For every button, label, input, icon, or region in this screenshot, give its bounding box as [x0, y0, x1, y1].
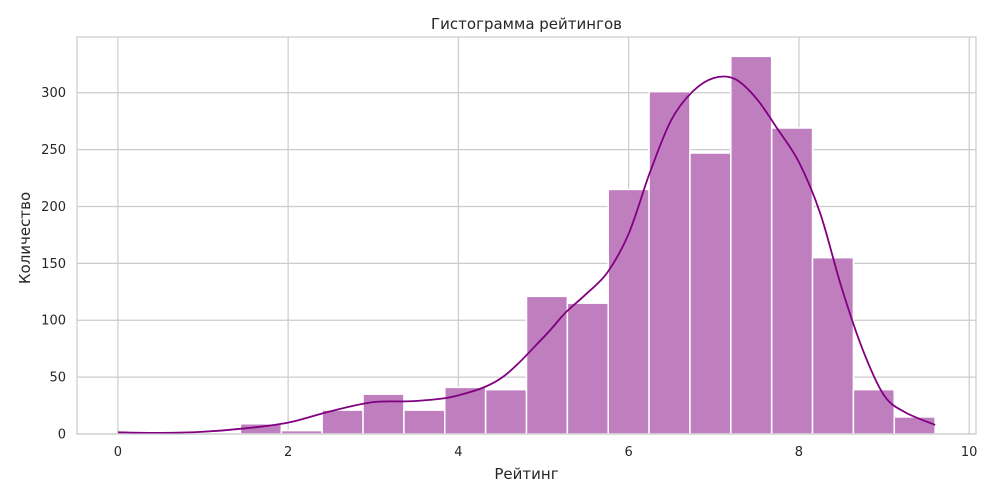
x-tick-label: 6	[625, 445, 633, 460]
histogram-bar-13	[648, 90, 691, 435]
x-tick-label: 10	[961, 445, 978, 460]
x-tick-label: 4	[454, 445, 462, 460]
kde-line	[117, 75, 936, 434]
y-tick-label: 200	[41, 200, 66, 215]
histogram-bar-17	[811, 256, 855, 435]
histogram-bar-16	[770, 127, 814, 435]
x-tick-label: 8	[795, 445, 803, 460]
y-tick-label: 300	[41, 86, 66, 101]
histogram-bar-14	[689, 152, 732, 435]
x-tick-label: 0	[114, 445, 122, 460]
x-tick-label: 2	[284, 445, 292, 460]
histogram-bar-7	[403, 409, 446, 435]
histogram-bar-6	[362, 393, 405, 435]
y-tick-label: 150	[41, 257, 66, 272]
x-axis-label: Рейтинг	[494, 465, 558, 483]
y-axis-label: Количество	[16, 192, 34, 284]
histogram-bar-11	[566, 302, 609, 435]
kde-curve-group	[117, 75, 936, 434]
histogram-bar-5	[321, 409, 364, 435]
axes-frame	[76, 36, 977, 435]
y-tick-label: 250	[41, 143, 66, 158]
y-tick-label: 100	[41, 314, 66, 329]
histogram-bar-12	[607, 188, 650, 435]
chart-title: Гистограмма рейтингов	[431, 15, 622, 33]
histogram-bar-18	[852, 388, 896, 435]
histogram-bar-9	[484, 388, 528, 435]
histogram-bar-15	[730, 55, 773, 435]
histogram-bar-19	[893, 416, 936, 435]
y-tick-label: 0	[58, 428, 66, 443]
y-tick-label: 50	[49, 371, 66, 386]
